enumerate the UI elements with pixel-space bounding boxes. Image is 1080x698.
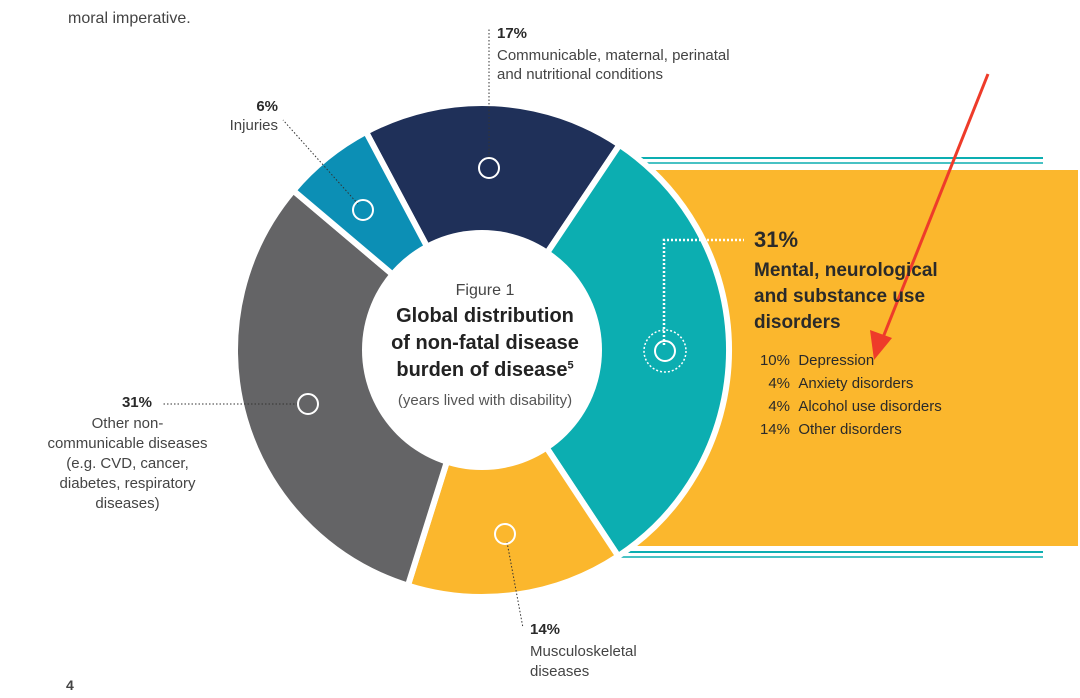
label-mental-name-3: disorders: [754, 312, 841, 333]
breakdown-item-other: 14% Other disorders: [754, 418, 942, 441]
label-musculoskeletal-name-2: diseases: [530, 663, 590, 680]
breakdown-list: 10% Depression 4% Anxiety disorders 4% A…: [754, 349, 942, 441]
label-other-ncd-name-4: diabetes, respiratory: [59, 475, 196, 492]
marker-musculoskeletal: [494, 523, 516, 545]
chart-subtitle: (years lived with disability): [397, 392, 573, 409]
slice-mental: [479, 141, 733, 560]
leader-musculoskeletal: [506, 541, 524, 629]
label-communicable-name-1: Communicable, maternal, perinatal: [497, 47, 730, 64]
breakdown-item-alcohol: 4% Alcohol use disorders: [754, 395, 942, 418]
marker-communicable: [478, 157, 500, 179]
leader-mental: [662, 238, 744, 345]
breakdown-panel: [617, 170, 1078, 546]
label-injuries-percent: 6%: [256, 98, 278, 115]
figure-label: Figure 1: [455, 282, 515, 299]
marker-mental-outer: [643, 329, 687, 373]
breakdown-label: Alcohol use disorders: [798, 398, 942, 415]
marker-other-ncd: [297, 393, 319, 415]
slice-communicable: [363, 100, 623, 353]
label-communicable-name-2: and nutritional conditions: [497, 66, 663, 83]
chart-title-line-3-text: burden of disease: [396, 359, 568, 381]
breakdown-item-anxiety: 4% Anxiety disorders: [754, 372, 942, 395]
label-other-ncd-percent: 31%: [121, 394, 152, 411]
label-other-ncd-name-1: Other non-: [91, 415, 164, 432]
red-arrow-head: [870, 330, 892, 360]
slice-other_ncd: [232, 187, 485, 589]
chart-title-line-3: burden of disease5: [340, 359, 630, 382]
label-mental-name-1: Mental, neurological: [754, 260, 938, 281]
donut-hole: [362, 230, 602, 470]
marker-injuries: [352, 199, 374, 221]
label-injuries-name: Injuries: [229, 117, 278, 134]
breakdown-item-depression: 10% Depression: [754, 349, 942, 372]
top-text: moral imperative.: [68, 10, 191, 27]
label-mental-percent: 31%: [754, 227, 799, 252]
breakdown-value: 14%: [759, 421, 790, 438]
breakdown-label: Depression: [798, 352, 875, 369]
label-mental-name-2: and substance use: [754, 286, 926, 307]
breakdown-label: Anxiety disorders: [798, 375, 914, 392]
label-communicable-percent: 17%: [497, 25, 528, 42]
label-other-ncd-name-2: communicable diseases: [47, 435, 208, 452]
page-number: 4: [66, 677, 74, 693]
label-other-ncd-name-3: (e.g. CVD, cancer,: [66, 455, 189, 472]
leader-injuries: [282, 119, 359, 205]
label-musculoskeletal-name-1: Musculoskeletal: [530, 643, 637, 660]
red-arrow-shaft: [880, 73, 990, 341]
label-other-ncd-name-5: diseases): [95, 495, 160, 512]
breakdown-value: 10%: [759, 352, 790, 369]
chart-title-line-2: of non-fatal disease: [391, 332, 579, 354]
marker-mental: [654, 340, 676, 362]
title-superscript: 5: [567, 359, 574, 372]
breakdown-value: 4%: [768, 398, 790, 415]
chart-title-line-1: Global distribution: [396, 305, 574, 327]
breakdown-label: Other disorders: [798, 421, 902, 438]
label-musculoskeletal-percent: 14%: [530, 621, 561, 638]
breakdown-value: 4%: [768, 375, 790, 392]
